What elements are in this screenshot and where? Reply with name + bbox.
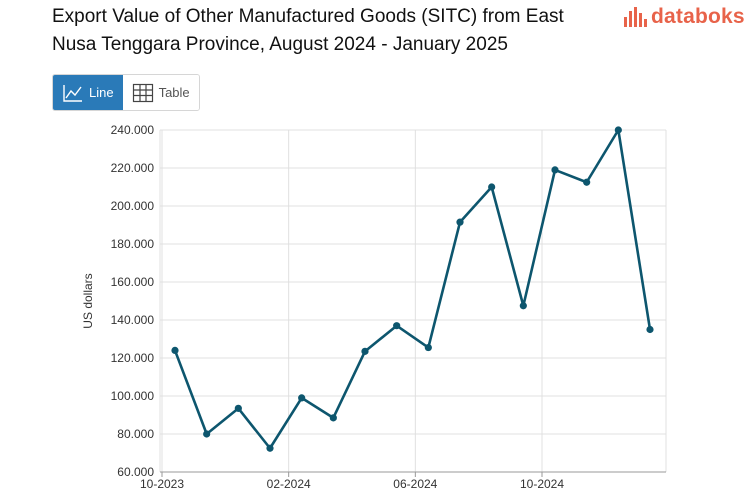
y-tick-label: 160.000 — [111, 275, 155, 289]
y-tick-label: 140.000 — [111, 313, 155, 327]
line-chart-icon — [63, 84, 82, 102]
x-axis-tick-labels: 10-2023 02-2024 06-2024 10-2024 — [140, 477, 564, 491]
brand-bars-icon — [624, 7, 647, 27]
table-view-label: Table — [158, 85, 190, 100]
view-toggle: Line Table — [52, 74, 200, 111]
series-line — [173, 128, 652, 450]
x-tick-label: 10-2024 — [520, 477, 564, 491]
y-tick-label: 80.000 — [117, 427, 154, 441]
data-point[interactable] — [488, 183, 496, 191]
x-tick-label: 10-2023 — [140, 477, 184, 491]
data-point[interactable] — [519, 302, 527, 310]
y-axis-label: US dollars — [81, 273, 95, 328]
y-tick-label: 240.000 — [111, 123, 155, 137]
databoks-logo[interactable]: databoks — [624, 4, 745, 30]
data-point[interactable] — [171, 346, 179, 354]
data-point[interactable] — [361, 347, 369, 355]
y-tick-label: 100.000 — [111, 389, 155, 403]
line-view-button[interactable]: Line — [53, 75, 123, 110]
line-view-label: Line — [89, 85, 114, 100]
y-tick-label: 120.000 — [111, 351, 155, 365]
data-point[interactable] — [329, 414, 337, 422]
table-grid-icon — [132, 83, 153, 102]
data-point[interactable] — [393, 322, 401, 330]
table-view-button[interactable]: Table — [122, 75, 199, 110]
brand-name: databoks — [651, 5, 745, 28]
series-layer — [171, 126, 654, 452]
y-tick-label: 220.000 — [111, 161, 155, 175]
x-tick-label: 02-2024 — [267, 477, 311, 491]
y-tick-label: 60.000 — [117, 465, 154, 479]
data-point[interactable] — [551, 166, 559, 174]
data-point[interactable] — [424, 343, 432, 352]
data-point[interactable] — [614, 126, 622, 134]
y-axis-tick-labels: 60.000 80.000 100.000 120.000 140.000 160.000… — [111, 123, 155, 479]
data-point[interactable] — [456, 218, 464, 226]
x-tick-label: 06-2024 — [393, 477, 437, 491]
data-point[interactable] — [203, 430, 211, 438]
data-point[interactable] — [266, 444, 274, 452]
x-gridlines — [159, 130, 667, 477]
y-tick-label: 180.000 — [111, 237, 155, 251]
chart-title: Export Value of Other Manufactured Goods… — [52, 6, 564, 55]
data-point[interactable] — [298, 394, 306, 402]
data-point[interactable] — [646, 325, 654, 334]
data-point[interactable] — [583, 178, 591, 186]
y-tick-label: 200.000 — [111, 199, 155, 213]
data-point[interactable] — [234, 404, 242, 412]
